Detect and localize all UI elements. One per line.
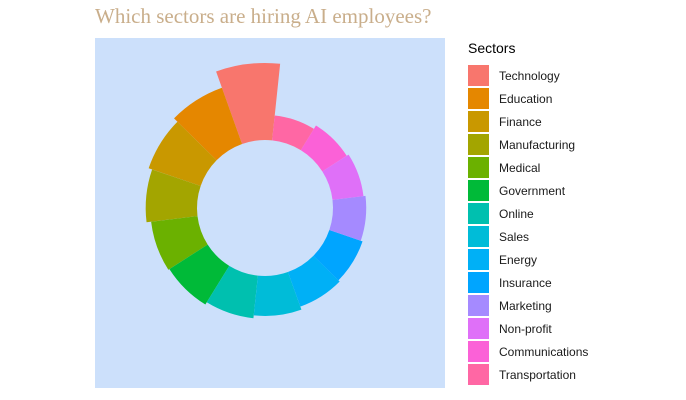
legend-label: Education [499,91,553,106]
legend-item-marketing: Marketing [468,294,588,317]
legend-key [468,180,489,201]
bar-manufacturing [145,169,201,223]
legend-key [468,295,489,316]
legend-item-online: Online [468,202,588,225]
bars-group [145,63,367,319]
legend-key [468,249,489,270]
legend-key [468,88,489,109]
legend-key [468,341,489,362]
legend-key [468,65,489,86]
bar-non-profit [322,154,364,200]
bar-insurance [313,229,363,281]
bar-finance [148,121,217,187]
legend-label: Technology [499,68,560,83]
legend-item-technology: Technology [468,64,588,87]
legend-item-finance: Finance [468,110,588,133]
legend-item-medical: Medical [468,156,588,179]
legend-key [468,157,489,178]
legend-label: Finance [499,114,542,129]
bar-transportation [272,115,314,151]
legend-item-communications: Communications [468,340,588,363]
legend-key [468,134,489,155]
legend-item-non-profit: Non-profit [468,317,588,340]
legend-items: Technology Education Finance Manufacturing M… [468,64,588,386]
bar-government [169,244,230,305]
legend-label: Marketing [499,298,552,313]
bar-communications [300,125,347,172]
bar-sales [253,272,302,316]
legend-key [468,226,489,247]
legend-label: Online [499,206,534,221]
legend-key [468,318,489,339]
legend-title: Sectors [468,40,516,56]
bar-technology [216,63,281,144]
legend-key [468,111,489,132]
legend-item-transportation: Transportation [468,363,588,386]
legend-label: Non-profit [499,321,552,336]
legend-label: Transportation [499,367,576,382]
legend-label: Medical [499,160,541,175]
chart-plot-area [95,38,445,388]
legend-item-sales: Sales [468,225,588,248]
legend: Sectors Technology Education Finance Manufa… [468,40,588,386]
chart-title: Which sectors are hiring AI employees? [95,4,432,28]
legend-item-education: Education [468,87,588,110]
bar-education [174,87,243,161]
legend-item-insurance: Insurance [468,271,588,294]
legend-label: Communications [499,344,589,359]
legend-item-energy: Energy [468,248,588,271]
legend-label: Energy [499,252,538,267]
legend-label: Insurance [499,275,552,290]
legend-item-manufacturing: Manufacturing [468,133,588,156]
bar-energy [287,255,340,307]
legend-key [468,364,489,385]
bar-medical [151,216,208,270]
legend-item-government: Government [468,179,588,202]
legend-key [468,272,489,293]
legend-label: Government [499,183,566,198]
legend-key [468,203,489,224]
bar-online [206,265,258,319]
bar-marketing [329,195,367,241]
legend-label: Sales [499,229,530,244]
legend-label: Manufacturing [499,137,576,152]
